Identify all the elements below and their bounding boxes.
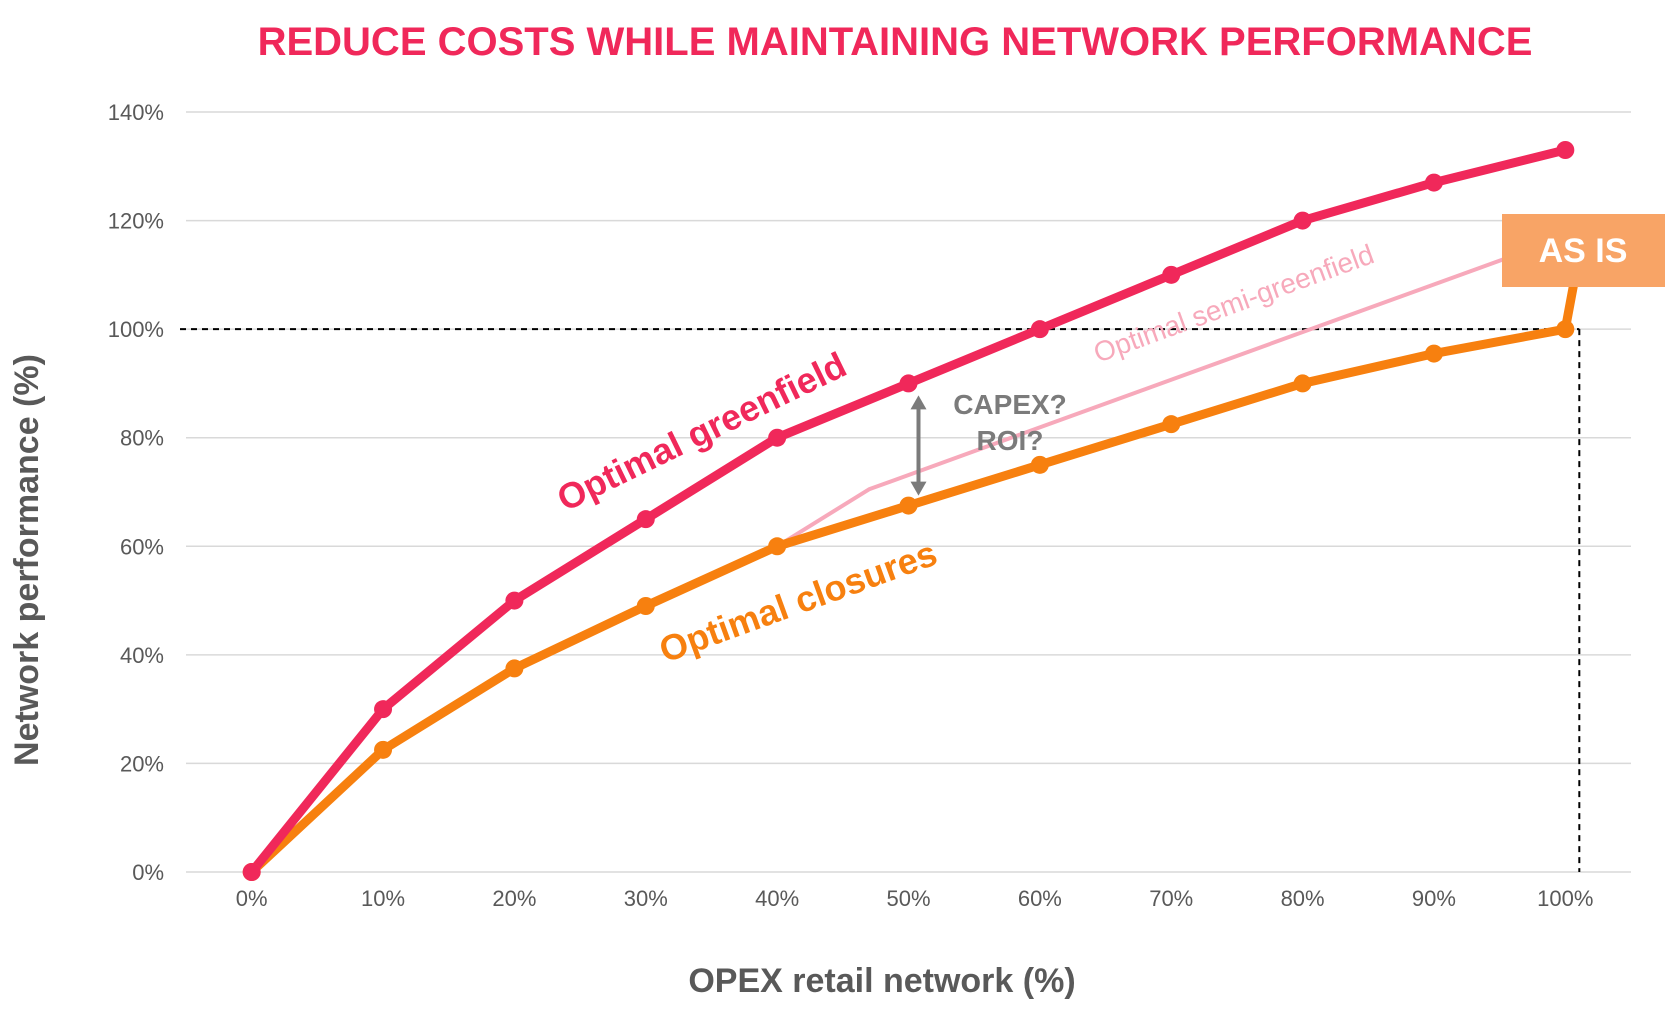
data-point-optimal-greenfield (1293, 211, 1312, 230)
y-tick-label: 40% (120, 643, 164, 668)
x-tick-label: 10% (361, 886, 405, 911)
data-point-optimal-closures (1293, 374, 1312, 393)
y-tick-label: 140% (108, 100, 164, 125)
data-point-optimal-closures (636, 597, 655, 615)
series-label-greenfield: Optimal greenfield (551, 344, 853, 519)
x-tick-label: 0% (236, 886, 268, 911)
chart-title: REDUCE COSTS WHILE MAINTAINING NETWORK P… (258, 20, 1533, 64)
as-is-box (1502, 214, 1665, 287)
x-tick-labels: 0% 10% 20% 30% 40% 50% 60% 70% 80% 90% 100% (236, 886, 1594, 911)
marker-layer (242, 141, 1575, 881)
data-point-optimal-closures (1030, 455, 1049, 474)
as-is-label: AS IS (1539, 232, 1628, 270)
reference-lines (180, 328, 1581, 872)
x-tick-label: 100% (1537, 886, 1593, 911)
gap-arrow (910, 395, 927, 496)
data-point-optimal-greenfield (1162, 265, 1181, 284)
data-point-optimal-closures (374, 740, 393, 759)
data-point-optimal-closures (1162, 415, 1181, 434)
x-axis-label: OPEX retail network (%) (688, 962, 1075, 1000)
data-point-optimal-greenfield (1030, 320, 1049, 339)
capex-question: CAPEX? (953, 389, 1067, 420)
data-point-optimal-closures (768, 537, 787, 556)
roi-question: ROI? (977, 425, 1044, 456)
series-label-closures: Optimal closures (654, 532, 943, 670)
y-tick-label: 120% (108, 209, 164, 234)
y-tick-label: 60% (120, 534, 164, 559)
data-point-optimal-closures (1424, 344, 1443, 363)
data-point-optimal-closures (899, 496, 918, 515)
data-point-optimal-greenfield (768, 428, 787, 447)
x-tick-label: 20% (492, 886, 536, 911)
data-point-optimal-closures (505, 659, 524, 678)
gap-arrow-head-top (910, 395, 927, 410)
data-point-optimal-greenfield (1556, 141, 1575, 159)
data-point-optimal-greenfield (636, 510, 655, 529)
x-tick-label: 70% (1149, 886, 1193, 911)
y-tick-label: 100% (108, 317, 164, 342)
data-point-optimal-greenfield (899, 374, 918, 393)
series-line-semi-greenfield (775, 234, 1568, 549)
series-line-optimal-closures (247, 254, 1583, 877)
x-tick-label: 90% (1412, 886, 1456, 911)
grid-lines (186, 111, 1631, 873)
y-tick-label: 20% (120, 751, 164, 776)
data-point-optimal-greenfield (505, 591, 524, 610)
x-tick-label: 50% (886, 886, 930, 911)
series-label-semi-greenfield: Optimal semi-greenfield (1089, 238, 1377, 368)
data-point-optimal-closures (1556, 320, 1575, 339)
data-point-optimal-greenfield (1424, 173, 1443, 192)
data-point-optimal-greenfield (242, 863, 261, 881)
x-tick-label: 60% (1018, 886, 1062, 911)
x-tick-label: 40% (755, 886, 799, 911)
x-tick-label: 30% (624, 886, 668, 911)
x-tick-label: 80% (1281, 886, 1325, 911)
gap-arrow-head-bottom (910, 481, 927, 496)
data-point-optimal-greenfield (374, 700, 393, 719)
y-tick-label: 80% (120, 426, 164, 451)
y-tick-label: 0% (132, 860, 164, 885)
y-axis-label: Network performance (%) (8, 354, 46, 766)
y-tick-labels: 0% 20% 40% 60% 80% 100% 120% 140% (108, 100, 164, 885)
